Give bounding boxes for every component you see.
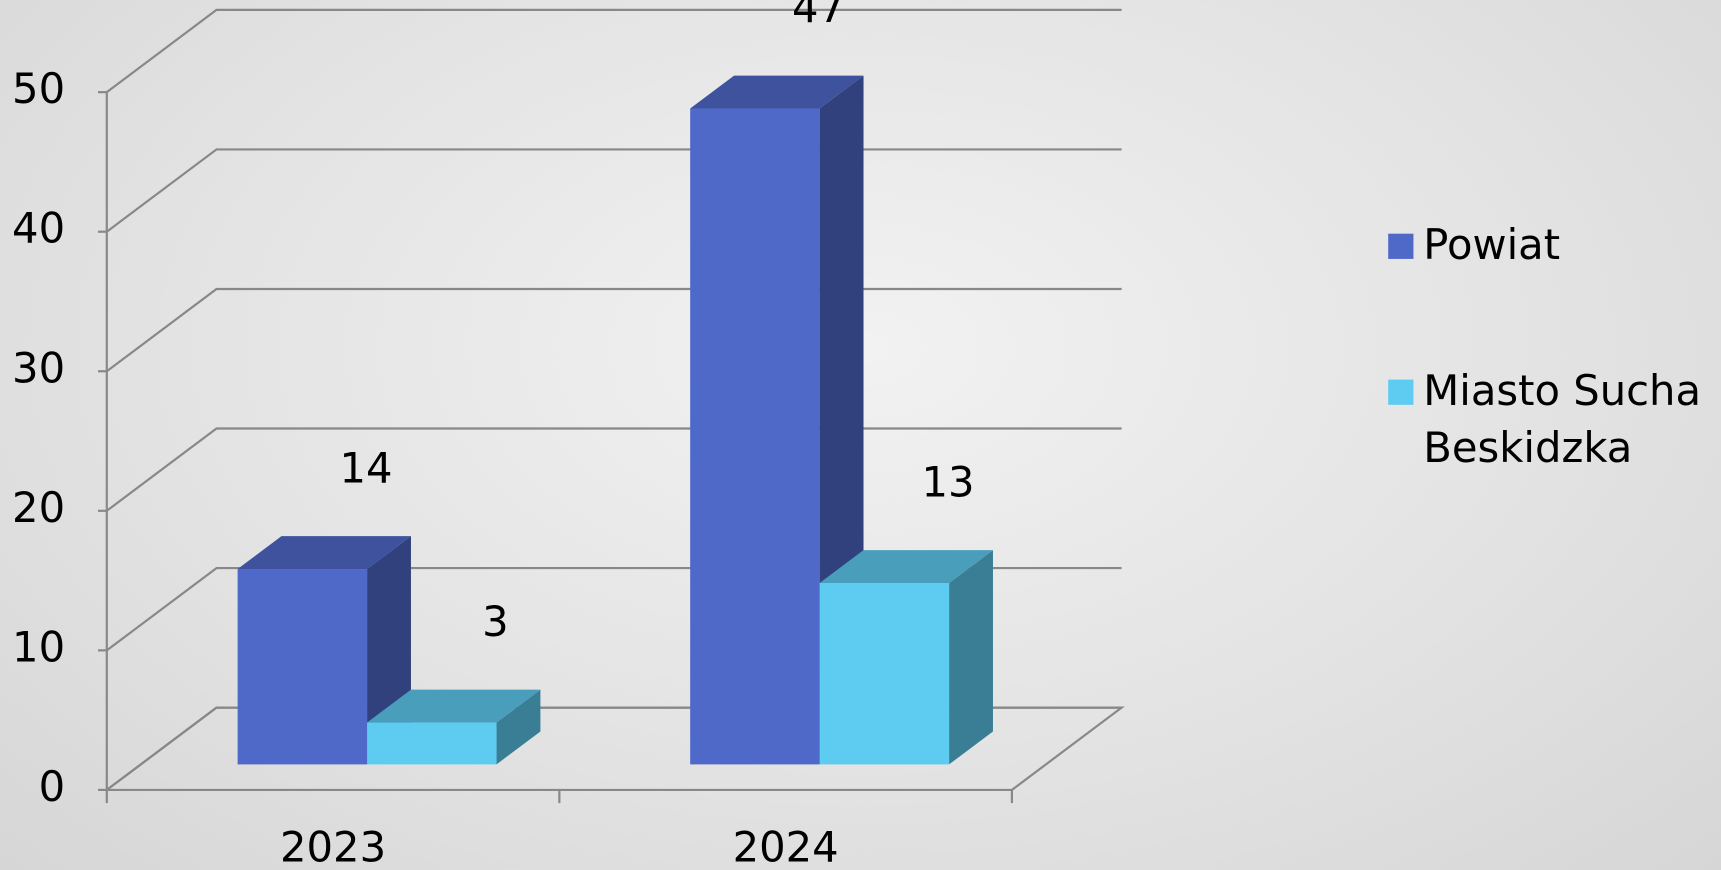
data-label: 13: [921, 457, 974, 506]
chart: 0 10 20 30 40 50 2023 14 3 2024 47 13 Powiat Miasto S…: [0, 0, 1721, 870]
legend-swatch: [1388, 234, 1413, 259]
bar-front: [367, 723, 496, 765]
data-label: 3: [482, 597, 509, 646]
y-tick-label: 30: [12, 343, 65, 392]
x-tick-label: 2024: [733, 822, 839, 870]
data-label: 14: [339, 443, 392, 492]
bar-side: [949, 550, 993, 764]
y-tick-label: 20: [12, 483, 65, 532]
page: {"chart_data":{"type":"bar3d","categorie…: [0, 0, 1721, 870]
y-tick-label: 0: [39, 762, 66, 811]
legend-item: Miasto Sucha Beskidzka: [1423, 362, 1719, 494]
y-tick-label: 50: [12, 64, 65, 113]
x-tick-label: 2023: [280, 822, 386, 870]
grid-line: [107, 149, 1122, 231]
legend-item: Powiat: [1423, 216, 1719, 348]
grid-line: [107, 289, 1122, 371]
bar-front: [690, 109, 819, 765]
legend-label: Miasto Sucha Beskidzka: [1423, 362, 1719, 476]
y-tick-label: 10: [12, 622, 65, 671]
y-tick-label: 40: [12, 204, 65, 253]
bar-front: [238, 569, 367, 764]
bar: [820, 550, 993, 764]
grid-line: [107, 10, 1122, 92]
data-label: 47: [792, 0, 845, 32]
legend-swatch: [1388, 380, 1413, 405]
legend-label: Powiat: [1423, 216, 1719, 273]
bar-front: [820, 583, 949, 764]
